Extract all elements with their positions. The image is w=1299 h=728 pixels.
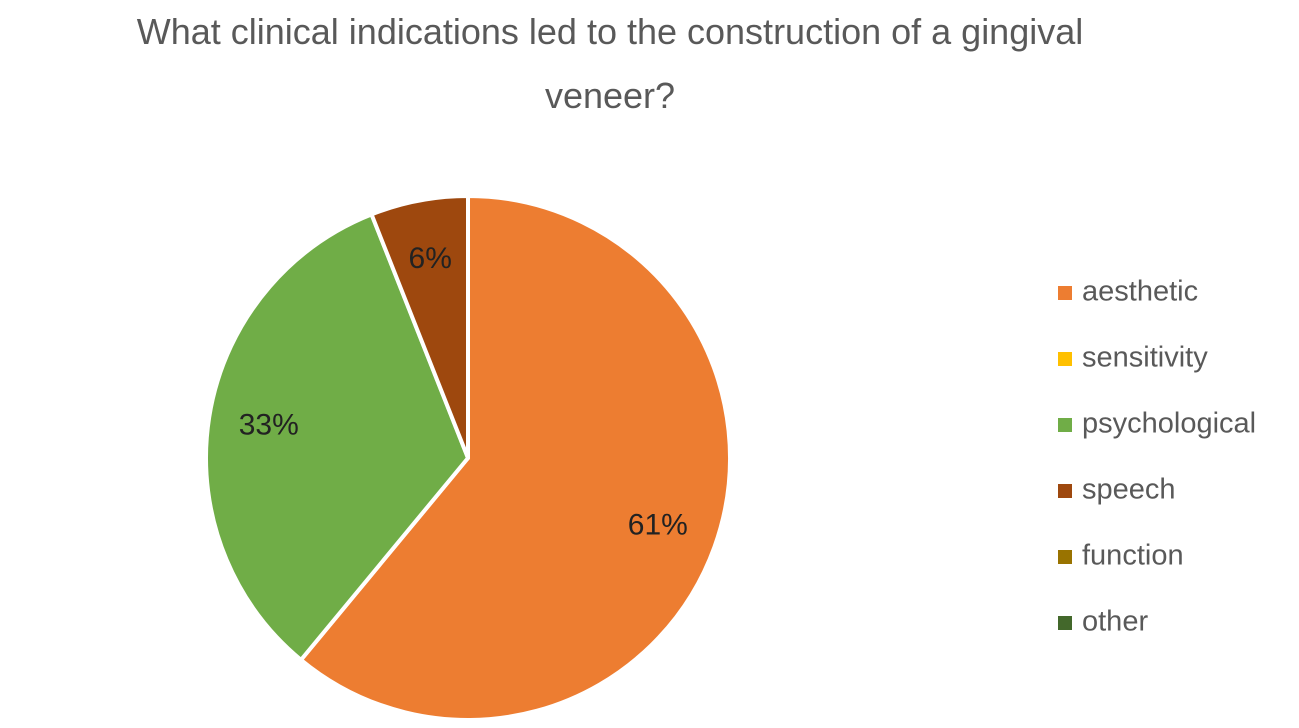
pie-slice xyxy=(298,194,732,722)
data-label: 61% xyxy=(628,508,688,541)
data-label: 33% xyxy=(239,408,299,441)
legend-label: speech xyxy=(1082,474,1176,506)
pie-slice xyxy=(204,212,470,662)
legend-swatch xyxy=(1058,550,1072,564)
data-label: 6% xyxy=(409,242,452,275)
legend-label: psychological xyxy=(1082,408,1256,440)
legend-label: aesthetic xyxy=(1082,276,1198,308)
legend-swatch xyxy=(1058,484,1072,498)
chart-title: What clinical indications led to the con… xyxy=(136,11,1084,116)
legend-swatch xyxy=(1058,418,1072,432)
legend-swatch xyxy=(1058,286,1072,300)
legend-swatch xyxy=(1058,352,1072,366)
legend-label: other xyxy=(1082,606,1148,638)
legend-swatch xyxy=(1058,616,1072,630)
legend-label: sensitivity xyxy=(1082,342,1208,374)
pie-slice xyxy=(369,194,470,460)
legend-label: function xyxy=(1082,540,1184,572)
